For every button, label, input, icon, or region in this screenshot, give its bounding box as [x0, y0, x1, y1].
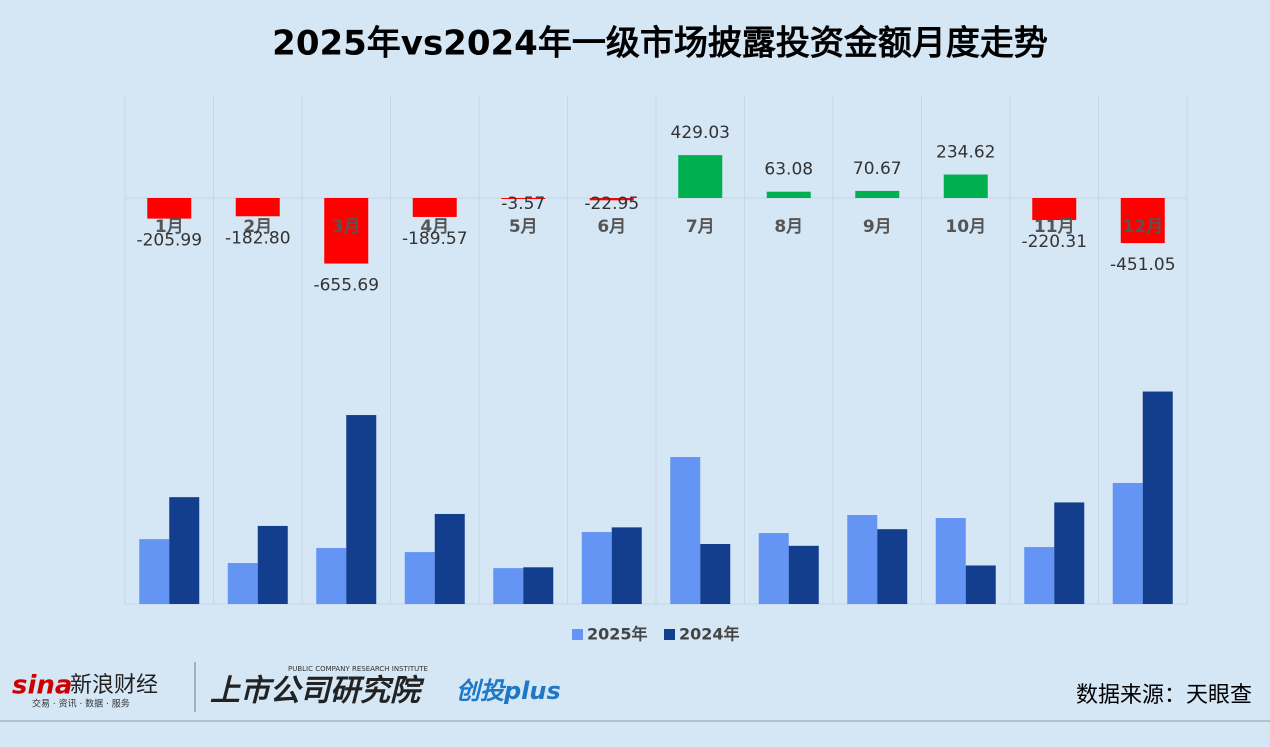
- value-label: 234.62: [936, 143, 995, 163]
- bar: [943, 174, 988, 198]
- institute: 上市公司研究院: [210, 674, 425, 709]
- bar: [1112, 482, 1143, 604]
- x-tick-label: 7月: [686, 217, 715, 237]
- x-tick-label: 1月: [155, 217, 184, 237]
- bar: [501, 198, 546, 199]
- value-label: -220.31: [1021, 232, 1087, 252]
- bar: [670, 457, 701, 604]
- brand-logo: sina: [12, 671, 72, 701]
- bar: [227, 563, 258, 604]
- x-tick-label: 4月: [420, 217, 449, 237]
- value-label: -655.69: [313, 276, 379, 296]
- bar: [147, 198, 192, 219]
- x-tick-label: 3月: [332, 217, 361, 237]
- bar: [346, 415, 377, 604]
- bar: [404, 552, 435, 604]
- bar: [235, 198, 280, 217]
- bar: [1032, 198, 1077, 221]
- x-tick-label: 12月: [1122, 217, 1163, 237]
- bar: [758, 533, 789, 604]
- x-tick-label: 2月: [243, 217, 272, 237]
- bar: [589, 198, 634, 201]
- bar: [324, 198, 369, 264]
- x-tick-label: 11月: [1034, 217, 1075, 237]
- bar: [493, 568, 524, 604]
- bar: [877, 529, 908, 604]
- bar: [169, 497, 200, 604]
- chart-title: 2025年vs2024年一级市场披露投资金额月度走势: [272, 24, 1048, 64]
- legend-label: 2024年: [679, 625, 740, 644]
- bar: [965, 565, 996, 604]
- legend-swatch: [664, 629, 675, 640]
- value-label: 63.08: [764, 160, 813, 180]
- value-label: -205.99: [136, 231, 202, 251]
- bar: [1054, 502, 1085, 604]
- x-tick-label: 9月: [863, 217, 892, 237]
- x-tick-label: 10月: [945, 217, 986, 237]
- bar: [855, 190, 900, 198]
- bar: [678, 155, 723, 198]
- value-label: -451.05: [1110, 255, 1176, 275]
- x-tick-label: 6月: [597, 217, 626, 237]
- value-label: -22.95: [584, 194, 639, 214]
- column-logo: 创投plus: [456, 677, 561, 705]
- bar: [847, 515, 878, 604]
- bar: [788, 545, 819, 604]
- bar: [412, 198, 457, 217]
- bar: [935, 518, 966, 604]
- bar: [316, 548, 347, 604]
- bar: [1024, 547, 1055, 604]
- brand-name: 新浪财经: [70, 673, 158, 698]
- value-label: 70.67: [853, 159, 902, 179]
- source: 数据来源：天眼查: [1076, 683, 1252, 708]
- institute-en: PUBLIC COMPANY RESEARCH INSTITUTE: [288, 665, 428, 673]
- value-label: -3.57: [501, 194, 545, 214]
- bar: [1142, 391, 1173, 604]
- bar: [581, 532, 612, 604]
- bar: [700, 543, 731, 604]
- bar: [434, 513, 465, 604]
- value-label: -189.57: [402, 229, 468, 249]
- value-label: -182.80: [225, 228, 291, 248]
- brand-tagline: 交易 · 资讯 · 数据 · 服务: [32, 698, 130, 710]
- bar: [611, 527, 642, 604]
- value-label: 429.03: [671, 123, 730, 143]
- bar: [139, 539, 170, 604]
- bar: [257, 525, 288, 604]
- bar: [766, 191, 811, 198]
- legend-swatch: [572, 629, 583, 640]
- x-tick-label: 5月: [509, 217, 538, 237]
- legend-label: 2025年: [587, 625, 648, 644]
- x-tick-label: 8月: [774, 217, 803, 237]
- bar: [1120, 198, 1165, 244]
- bar: [523, 567, 554, 604]
